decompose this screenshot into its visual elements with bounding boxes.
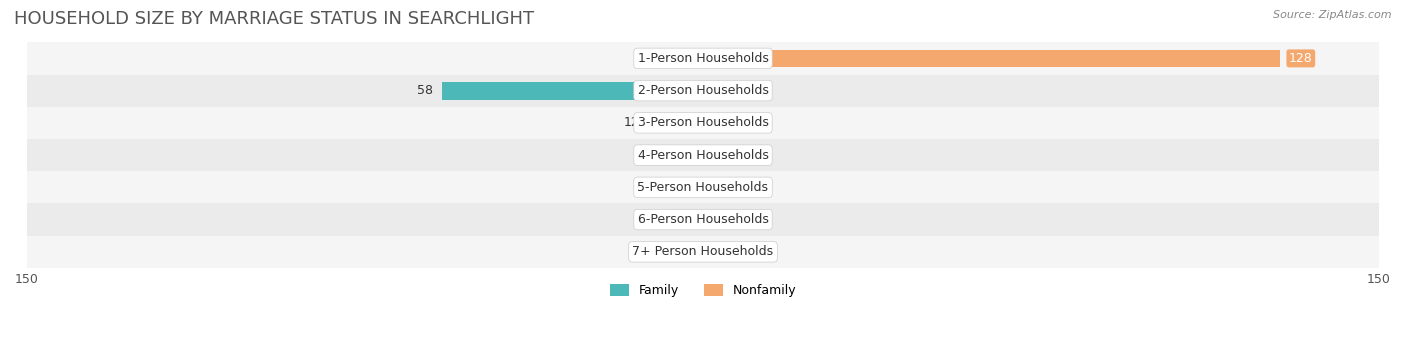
Text: 0: 0 bbox=[686, 213, 695, 226]
Text: 3-Person Households: 3-Person Households bbox=[637, 116, 769, 129]
Text: Source: ZipAtlas.com: Source: ZipAtlas.com bbox=[1274, 10, 1392, 20]
Bar bbox=[27, 139, 1379, 171]
Bar bbox=[650, 114, 703, 132]
Text: 0: 0 bbox=[711, 84, 720, 97]
Text: 0: 0 bbox=[686, 52, 695, 65]
Text: 0: 0 bbox=[711, 149, 720, 162]
Text: 5-Person Households: 5-Person Households bbox=[637, 181, 769, 194]
Text: 0: 0 bbox=[686, 149, 695, 162]
Text: 2-Person Households: 2-Person Households bbox=[637, 84, 769, 97]
Bar bbox=[27, 107, 1379, 139]
Text: 0: 0 bbox=[711, 116, 720, 129]
Text: 0: 0 bbox=[711, 245, 720, 258]
Text: 6-Person Households: 6-Person Households bbox=[637, 213, 769, 226]
Legend: Family, Nonfamily: Family, Nonfamily bbox=[605, 279, 801, 302]
Text: 58: 58 bbox=[416, 84, 433, 97]
Bar bbox=[27, 75, 1379, 107]
Bar bbox=[441, 82, 703, 100]
Bar bbox=[27, 204, 1379, 236]
Bar bbox=[27, 236, 1379, 268]
Text: HOUSEHOLD SIZE BY MARRIAGE STATUS IN SEARCHLIGHT: HOUSEHOLD SIZE BY MARRIAGE STATUS IN SEA… bbox=[14, 10, 534, 28]
Text: 128: 128 bbox=[1289, 52, 1313, 65]
Bar bbox=[27, 42, 1379, 75]
Text: 0: 0 bbox=[711, 181, 720, 194]
Text: 7+ Person Households: 7+ Person Households bbox=[633, 245, 773, 258]
Text: 0: 0 bbox=[686, 245, 695, 258]
Text: 12: 12 bbox=[624, 116, 640, 129]
Text: 0: 0 bbox=[711, 213, 720, 226]
Bar bbox=[703, 49, 1279, 67]
Bar bbox=[27, 171, 1379, 204]
Text: 4-Person Households: 4-Person Households bbox=[637, 149, 769, 162]
Text: 1-Person Households: 1-Person Households bbox=[637, 52, 769, 65]
Text: 0: 0 bbox=[686, 181, 695, 194]
